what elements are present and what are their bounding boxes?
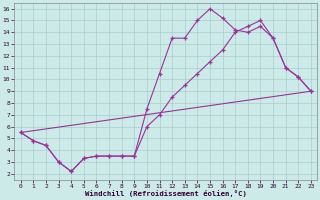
X-axis label: Windchill (Refroidissement éolien,°C): Windchill (Refroidissement éolien,°C) [85,190,247,197]
